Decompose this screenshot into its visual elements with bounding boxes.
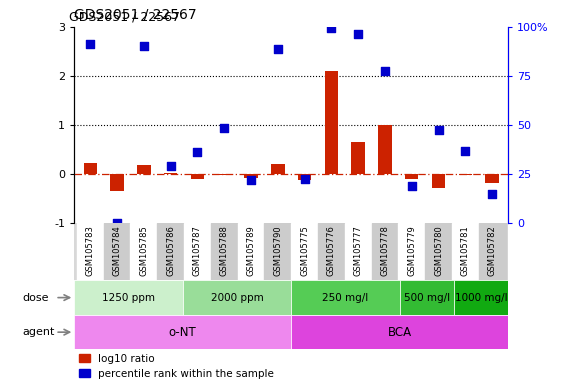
Point xyxy=(139,43,148,50)
Bar xyxy=(184,223,211,280)
Bar xyxy=(271,164,284,174)
Point xyxy=(353,31,363,37)
Bar xyxy=(425,223,452,280)
Bar xyxy=(454,280,508,315)
Text: GSM105780: GSM105780 xyxy=(434,226,443,276)
Bar xyxy=(432,174,445,189)
Text: GSM105777: GSM105777 xyxy=(353,226,363,276)
Text: GSM105784: GSM105784 xyxy=(112,226,122,276)
Text: GSM105785: GSM105785 xyxy=(139,226,148,276)
Point xyxy=(488,191,497,197)
Bar xyxy=(485,174,499,182)
Point xyxy=(327,25,336,31)
Bar xyxy=(264,223,291,280)
Point xyxy=(380,68,389,74)
Bar xyxy=(218,174,231,175)
Bar xyxy=(83,163,97,174)
Bar xyxy=(77,223,104,280)
Bar xyxy=(238,223,264,280)
Bar xyxy=(378,125,392,174)
Point xyxy=(434,127,443,133)
Bar xyxy=(74,280,183,315)
Bar xyxy=(74,315,291,349)
Bar xyxy=(352,142,365,174)
Bar xyxy=(110,174,124,191)
Text: 1000 mg/l: 1000 mg/l xyxy=(455,293,508,303)
Bar xyxy=(291,223,318,280)
Bar xyxy=(452,223,478,280)
Bar xyxy=(459,174,472,175)
Text: agent: agent xyxy=(23,327,55,337)
Point xyxy=(166,163,175,169)
Text: o-NT: o-NT xyxy=(169,326,196,339)
Bar xyxy=(191,174,204,179)
Bar xyxy=(478,223,505,280)
Bar xyxy=(244,174,258,178)
Bar xyxy=(400,280,454,315)
Bar xyxy=(318,223,345,280)
Text: GSM105783: GSM105783 xyxy=(86,226,95,276)
Text: GSM105789: GSM105789 xyxy=(247,226,256,276)
Bar xyxy=(164,173,178,174)
Text: GSM105775: GSM105775 xyxy=(300,226,309,276)
Text: 500 mg/l: 500 mg/l xyxy=(404,293,450,303)
Text: GSM105786: GSM105786 xyxy=(166,226,175,276)
Bar xyxy=(137,165,151,174)
Point xyxy=(300,175,309,182)
Bar xyxy=(211,223,238,280)
Bar xyxy=(291,280,400,315)
Bar xyxy=(183,280,291,315)
Text: GSM105778: GSM105778 xyxy=(380,226,389,276)
Text: GDS2051 / 22567: GDS2051 / 22567 xyxy=(69,10,179,23)
Bar xyxy=(372,223,399,280)
Bar xyxy=(298,174,311,180)
Text: dose: dose xyxy=(23,293,49,303)
Text: GDS2051 / 22567: GDS2051 / 22567 xyxy=(74,8,197,22)
Text: 1250 ppm: 1250 ppm xyxy=(102,293,155,303)
Text: 250 mg/l: 250 mg/l xyxy=(323,293,368,303)
Bar xyxy=(345,223,372,280)
Text: GSM105781: GSM105781 xyxy=(461,226,470,276)
Legend: log10 ratio, percentile rank within the sample: log10 ratio, percentile rank within the … xyxy=(79,354,274,379)
Bar xyxy=(325,71,338,174)
Bar xyxy=(131,223,157,280)
Bar xyxy=(157,223,184,280)
Text: GSM105776: GSM105776 xyxy=(327,226,336,276)
Point xyxy=(193,149,202,155)
Text: GSM105787: GSM105787 xyxy=(193,226,202,276)
Point xyxy=(86,41,95,47)
Point xyxy=(407,183,416,189)
Point xyxy=(274,46,283,52)
Bar xyxy=(399,223,425,280)
Text: GSM105788: GSM105788 xyxy=(220,226,229,276)
Point xyxy=(220,125,229,131)
Bar xyxy=(291,315,508,349)
Text: GSM105779: GSM105779 xyxy=(407,226,416,276)
Text: GSM105790: GSM105790 xyxy=(274,226,282,276)
Text: BCA: BCA xyxy=(388,326,412,339)
Point xyxy=(247,177,256,183)
Text: GSM105782: GSM105782 xyxy=(488,226,497,276)
Bar xyxy=(104,223,131,280)
Bar xyxy=(405,174,419,179)
Point xyxy=(112,220,122,226)
Text: 2000 ppm: 2000 ppm xyxy=(211,293,263,303)
Point xyxy=(461,148,470,154)
